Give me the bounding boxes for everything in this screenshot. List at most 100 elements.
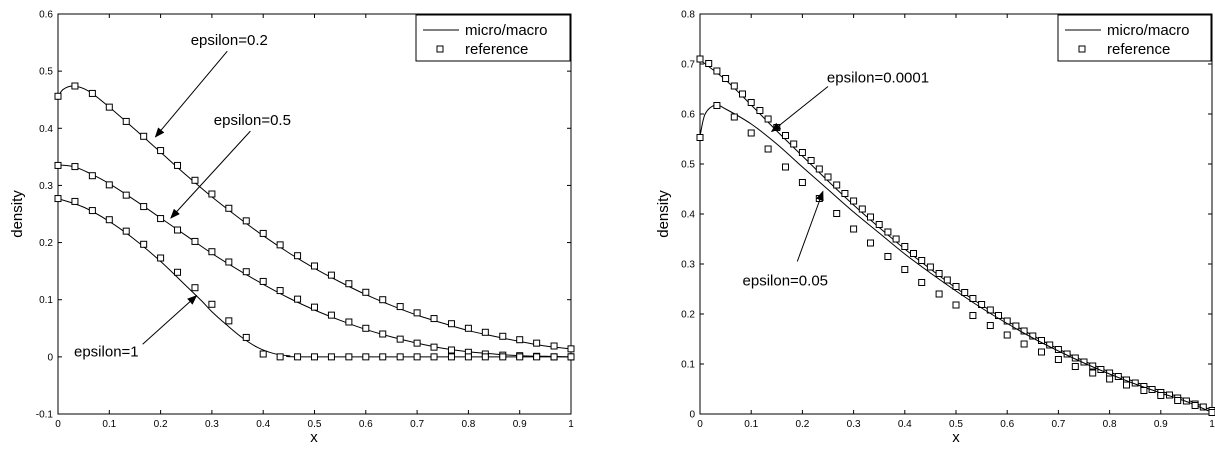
reference-marker xyxy=(362,353,370,361)
legend-box xyxy=(1057,14,1212,62)
reference-marker xyxy=(901,266,909,273)
reference-marker xyxy=(952,301,960,309)
reference-marker xyxy=(54,195,62,203)
reference-marker xyxy=(884,228,892,236)
y-axis-label: density xyxy=(9,190,26,238)
reference-marker xyxy=(705,60,713,67)
reference-marker xyxy=(739,90,746,98)
reference-marker xyxy=(756,107,764,114)
reference-marker xyxy=(54,92,62,100)
reference-marker xyxy=(122,191,130,199)
x-tick-label: 0.5 xyxy=(949,419,963,430)
reference-marker xyxy=(464,353,472,361)
y-tick-label: 0 xyxy=(47,352,53,363)
reference-marker xyxy=(841,190,849,197)
reference-marker xyxy=(918,257,926,264)
x-tick-label: 0.9 xyxy=(1154,419,1168,430)
reference-marker xyxy=(276,287,284,295)
y-tick-label: 0.6 xyxy=(681,110,695,121)
legend-label-micro-macro: micro/macro xyxy=(465,22,548,39)
series-line-2 xyxy=(57,198,572,358)
reference-marker xyxy=(208,248,216,256)
reference-marker xyxy=(926,263,934,271)
reference-marker xyxy=(208,300,216,308)
reference-marker xyxy=(550,342,558,350)
x-tick-label: 1 xyxy=(1209,419,1215,430)
reference-marker xyxy=(259,350,267,358)
y-tick-label: 0.8 xyxy=(681,10,695,21)
reference-marker xyxy=(362,288,370,296)
reference-marker xyxy=(918,279,926,286)
annotation-arrow xyxy=(154,50,228,138)
reference-marker xyxy=(396,335,404,343)
reference-marker xyxy=(961,289,969,296)
reference-marker xyxy=(379,296,387,304)
reference-marker xyxy=(413,309,421,317)
reference-marker xyxy=(533,339,541,347)
x-axis: 0 0.1 0.2 0.3 0.4 0.5 0.6 0.7 0.8 0.9 1 xyxy=(697,14,1215,430)
reference-marker xyxy=(901,243,909,250)
reference-marker xyxy=(516,336,524,344)
reference-marker xyxy=(807,157,815,164)
reference-marker xyxy=(157,147,165,155)
reference-marker xyxy=(1208,409,1215,416)
reference-marker xyxy=(413,353,421,361)
x-tick-label: 0.2 xyxy=(795,419,809,430)
reference-marker xyxy=(122,227,130,235)
x-tick-label: 0.3 xyxy=(205,419,219,430)
x-tick-label: 0.3 xyxy=(847,419,861,430)
annotation-arrow xyxy=(142,295,198,345)
reference-marker xyxy=(327,311,335,319)
reference-marker xyxy=(396,303,404,311)
y-axis: 0 0.1 0.2 0.3 0.4 0.5 0.6 0.7 0.8 xyxy=(681,10,1212,421)
reference-marker xyxy=(713,67,721,75)
y-tick-label: 0.4 xyxy=(39,124,53,135)
reference-marker xyxy=(242,333,250,341)
reference-marker xyxy=(722,75,730,82)
legend-label-reference: reference xyxy=(1107,41,1170,58)
reference-marker xyxy=(910,250,917,257)
y-tick-label: 0.5 xyxy=(681,160,695,171)
annotation-label: epsilon=0.5 xyxy=(214,112,291,129)
reference-marker xyxy=(481,328,489,336)
reference-marker xyxy=(105,103,113,111)
reference-marker xyxy=(567,345,575,353)
reference-marker xyxy=(447,346,455,354)
reference-marker xyxy=(867,213,874,221)
reference-marker xyxy=(345,353,353,361)
reference-marker xyxy=(105,216,113,224)
reference-marker xyxy=(499,332,507,340)
reference-marker xyxy=(969,312,977,319)
reference-marker xyxy=(311,353,318,361)
reference-marker xyxy=(88,207,96,215)
reference-marker xyxy=(815,165,823,173)
reference-marker xyxy=(850,197,858,205)
reference-marker xyxy=(311,303,318,311)
reference-marker xyxy=(481,353,489,361)
legend-square-swatch xyxy=(436,45,444,53)
x-tick-label: 0.1 xyxy=(744,419,758,430)
reference-marker xyxy=(105,181,113,189)
legend-label-micro-macro: micro/macro xyxy=(1107,22,1190,39)
reference-marker xyxy=(345,318,353,326)
reference-marker xyxy=(969,295,977,302)
reference-marker xyxy=(1003,331,1011,339)
reference-marker xyxy=(122,117,130,125)
reference-marker xyxy=(396,353,404,361)
reference-marker xyxy=(935,290,943,298)
y-tick-label: 0.3 xyxy=(39,181,53,192)
reference-marker xyxy=(191,176,199,184)
reference-marker xyxy=(294,353,302,361)
reference-marker xyxy=(764,145,772,153)
reference-marker xyxy=(464,324,472,332)
y-tick-label: 0.5 xyxy=(39,67,53,78)
legend: micro/macro reference xyxy=(1057,14,1212,62)
reference-marker xyxy=(833,181,841,189)
legend: micro/macro reference xyxy=(415,14,571,62)
reference-marker xyxy=(1054,356,1062,363)
reference-marker xyxy=(1157,392,1165,399)
x-tick-label: 0 xyxy=(55,419,61,430)
annotation-label: epsilon=0.2 xyxy=(191,32,268,49)
reference-marker xyxy=(516,353,524,361)
reference-marker xyxy=(850,225,858,233)
